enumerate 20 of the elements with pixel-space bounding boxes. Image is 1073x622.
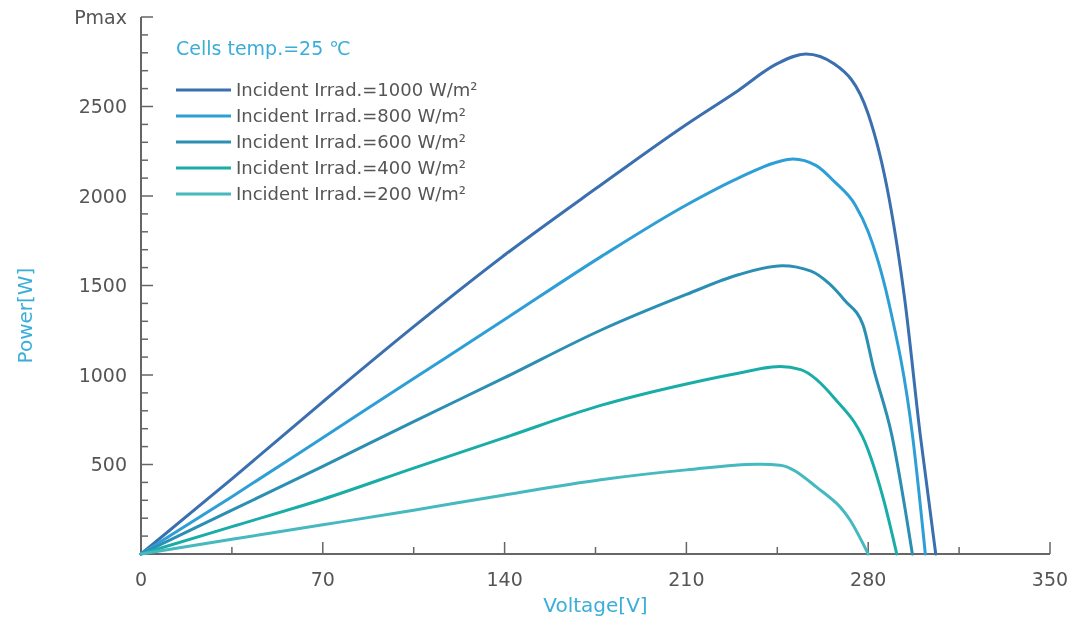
y-tick-label: 1000 [78,363,127,386]
x-tick-label: 0 [134,568,148,590]
x-tick-label: 350 [1031,568,1069,590]
x-tick-label: 70 [310,568,335,590]
legend-title: Cells temp.=25 ℃ [176,36,351,59]
x-tick-label: 140 [486,568,523,590]
y-tick-label: 1500 [78,274,127,297]
y-tick-label: 2000 [78,184,127,207]
legend-label: Incident Irrad.=600 W/m² [236,131,467,153]
legend-label: Incident Irrad.=800 W/m² [236,105,467,127]
x-axis-title: Voltage[V] [543,593,648,617]
x-tick-label: 280 [850,568,887,590]
y-axis-title: Power[W] [13,267,37,364]
y-tick-label: Pmax [74,5,127,28]
y-tick-label: 2500 [78,95,127,118]
x-tick-label: 210 [668,568,705,590]
legend-label: Incident Irrad.=1000 W/m² [236,79,478,101]
legend-label: Incident Irrad.=400 W/m² [236,157,467,179]
y-tick-label: 500 [90,453,127,476]
legend-label: Incident Irrad.=200 W/m² [236,183,467,205]
